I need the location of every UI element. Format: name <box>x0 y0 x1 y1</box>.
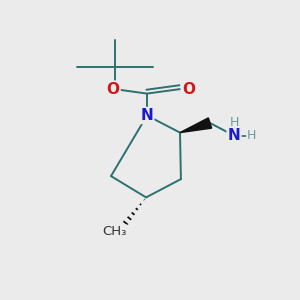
Text: O: O <box>182 82 195 97</box>
Text: N: N <box>228 128 240 143</box>
Text: H: H <box>247 129 256 142</box>
Polygon shape <box>180 118 212 133</box>
Text: H: H <box>229 116 239 130</box>
Text: CH₃: CH₃ <box>103 225 127 238</box>
Text: O: O <box>106 82 120 97</box>
Text: N: N <box>141 108 153 123</box>
